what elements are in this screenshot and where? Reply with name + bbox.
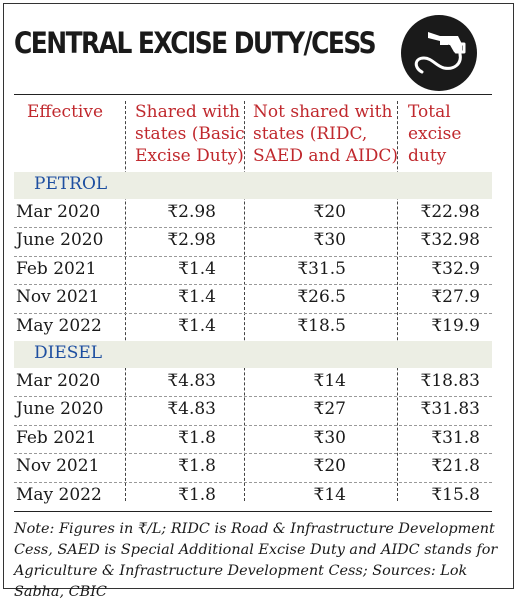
fuel-nozzle-icon (401, 15, 477, 91)
column-header-line: Excise Duty) (135, 146, 244, 166)
table-cell: ₹27.9 (431, 287, 480, 308)
table-cell: ₹18.83 (420, 371, 480, 391)
table-row: Mar 2020 ₹2.98 ₹20 ₹22.98 (14, 199, 492, 227)
row-separator (14, 227, 492, 229)
table-cell: ₹2.98 (167, 202, 216, 222)
column-header-1: Shared with states (Basic Excise Duty) (135, 101, 245, 167)
row-date: June 2020 (16, 399, 104, 420)
table-cell: ₹22.98 (420, 202, 480, 222)
table-cell: ₹26.5 (297, 287, 346, 308)
table-cell: ₹18.5 (297, 315, 346, 336)
table-cell: ₹1.8 (178, 484, 216, 505)
table-row: Mar 2020 ₹4.83 ₹14 ₹18.83 (14, 368, 492, 396)
row-separator (14, 396, 492, 398)
table-cell: ₹19.9 (431, 315, 480, 336)
table-cell: ₹21.8 (431, 456, 480, 477)
table-cell: ₹1.8 (178, 456, 216, 477)
column-header-line: Effective (27, 102, 104, 122)
row-date: Feb 2021 (16, 258, 97, 279)
footnote: Note: Figures in ₹/L; RIDC is Road & Inf… (14, 521, 498, 600)
row-separator (14, 424, 492, 426)
column-header-3: Total excise duty (408, 101, 461, 167)
column-divider (125, 101, 126, 501)
table-cell: ₹31.8 (431, 427, 480, 448)
table-cell: ₹27 (313, 399, 346, 420)
table-row: May 2022 ₹1.8 ₹14 ₹15.8 (14, 482, 492, 510)
table-cell: ₹2.98 (167, 230, 216, 251)
column-header-line: Not shared with (253, 102, 393, 122)
row-date: May 2022 (16, 315, 102, 336)
table-row: May 2022 ₹1.4 ₹18.5 ₹19.9 (14, 313, 492, 341)
table-cell: ₹32.98 (420, 230, 480, 251)
table-row: Feb 2021 ₹1.8 ₹30 ₹31.8 (14, 425, 492, 453)
row-date: Nov 2021 (16, 456, 100, 477)
row-date: Mar 2020 (16, 202, 101, 222)
table-row: Nov 2021 ₹1.8 ₹20 ₹21.8 (14, 453, 492, 481)
footer-rule (14, 511, 492, 512)
table-cell: ₹31.5 (297, 258, 346, 279)
row-separator (14, 255, 492, 257)
table-row: Nov 2021 ₹1.4 ₹26.5 ₹27.9 (14, 284, 492, 312)
table-cell: ₹20 (313, 456, 346, 477)
table-row: June 2020 ₹2.98 ₹30 ₹32.98 (14, 227, 492, 255)
row-date: Nov 2021 (16, 287, 100, 308)
table-cell: ₹1.8 (178, 427, 216, 448)
table-cell: ₹1.4 (178, 258, 216, 279)
title-rule (14, 94, 492, 95)
row-separator (14, 312, 492, 314)
column-header-0: Effective (27, 101, 103, 123)
table-cell: ₹15.8 (431, 484, 480, 505)
table-cell: ₹32.9 (431, 258, 480, 279)
table-cell: ₹31.83 (420, 399, 480, 420)
table-row: June 2020 ₹4.83 ₹27 ₹31.83 (14, 396, 492, 424)
section-band-diesel: DIESEL (14, 341, 492, 368)
column-divider (244, 101, 245, 501)
table-cell: ₹4.83 (167, 371, 216, 391)
column-header-line: excise (408, 124, 462, 144)
column-header-line: states (Basic (135, 124, 245, 144)
column-header-line: SAED and AIDC) (253, 146, 398, 166)
table-cell: ₹1.4 (178, 315, 216, 336)
column-divider (397, 101, 398, 501)
table-cell: ₹30 (313, 427, 346, 448)
row-date: June 2020 (16, 230, 104, 251)
table-cell: ₹1.4 (178, 287, 216, 308)
section-label: DIESEL (34, 343, 103, 363)
row-separator (14, 481, 492, 483)
table-frame (3, 3, 514, 589)
column-header-2: Not shared with states (RIDC, SAED and AID… (253, 101, 398, 167)
table-cell: ₹20 (313, 202, 346, 222)
table-row: Feb 2021 ₹1.4 ₹31.5 ₹32.9 (14, 256, 492, 284)
section-label: PETROL (34, 174, 108, 194)
row-date: Feb 2021 (16, 427, 97, 448)
column-header-line: duty (408, 146, 447, 166)
row-separator (14, 453, 492, 455)
row-date: May 2022 (16, 484, 102, 505)
row-date: Mar 2020 (16, 371, 101, 391)
table-cell: ₹14 (313, 484, 346, 505)
column-header-line: states (RIDC, (253, 124, 368, 144)
page-title: CENTRAL EXCISE DUTY/CESS (14, 26, 377, 60)
row-separator (14, 284, 492, 286)
table-cell: ₹14 (313, 371, 346, 391)
column-header-line: Shared with (135, 102, 240, 122)
table-cell: ₹30 (313, 230, 346, 251)
section-band-petrol: PETROL (14, 172, 492, 199)
column-header-line: Total (408, 102, 451, 122)
table-cell: ₹4.83 (167, 399, 216, 420)
